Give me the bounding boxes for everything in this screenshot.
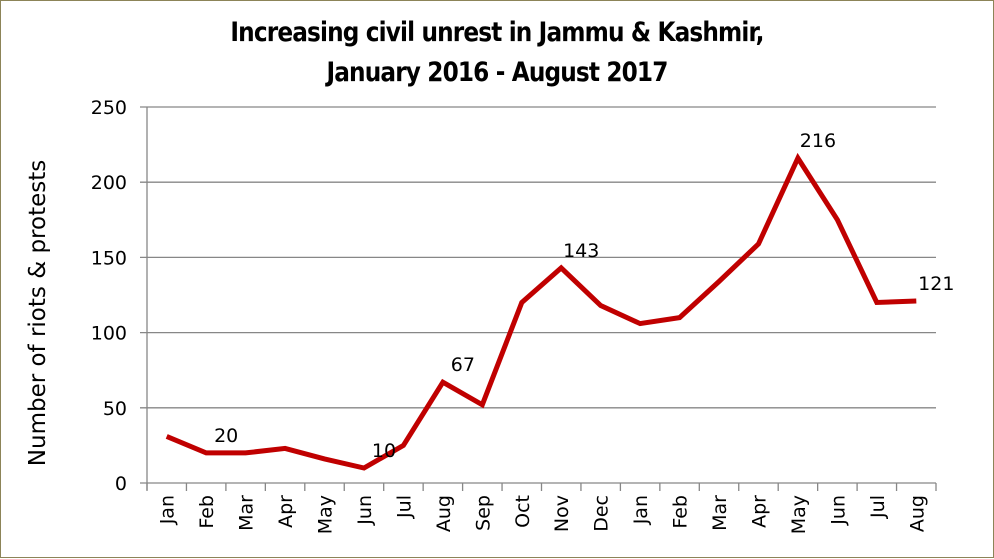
data-series-line [165,152,917,471]
x-tick-label: Mar [236,495,258,531]
x-tick-label: Jul [867,495,889,519]
x-tick-label: Sep [472,495,494,531]
y-tick-label: 200 [91,172,127,194]
data-label: 216 [800,130,836,152]
x-tick-label: Jun [827,495,849,526]
x-tick-label: Feb [670,495,692,529]
x-tick-label: Aug [906,495,928,532]
x-tick-label: Dec [591,495,613,532]
x-tick-label: Apr [275,495,297,528]
data-label: 143 [563,240,599,262]
y-tick-label: 250 [91,97,127,119]
x-tick-label: May [315,495,337,534]
x-tick-label: Jan [630,495,652,525]
y-tick-label: 0 [115,473,127,495]
data-label: 20 [214,425,238,447]
x-tick-label: May [788,495,810,534]
x-tick-label: Apr [748,495,770,528]
y-axis-title: Number of riots & protests [25,160,51,466]
x-tick-label: Aug [433,495,455,532]
y-tick-label: 100 [91,323,127,345]
chart-title-line-2: January 2016 - August 2017 [326,57,668,88]
data-label: 10 [372,440,396,462]
chart-title: Increasing civil unrest in Jammu & Kashm… [70,13,923,93]
x-tick-label: Nov [551,495,573,532]
x-tick-label: Oct [512,495,534,528]
y-tick-label: 150 [91,247,127,269]
data-label: 67 [451,354,475,376]
y-tick-label: 50 [103,398,127,420]
x-tick-label: Feb [196,495,218,529]
data-label: 121 [918,273,954,295]
x-tick-label: Jul [393,495,415,519]
x-tick-label: Jun [354,495,376,526]
x-tick-label: Mar [709,495,731,531]
x-tick-label: Jan [157,495,179,525]
chart-title-line-1: Increasing civil unrest in Jammu & Kashm… [230,17,764,48]
